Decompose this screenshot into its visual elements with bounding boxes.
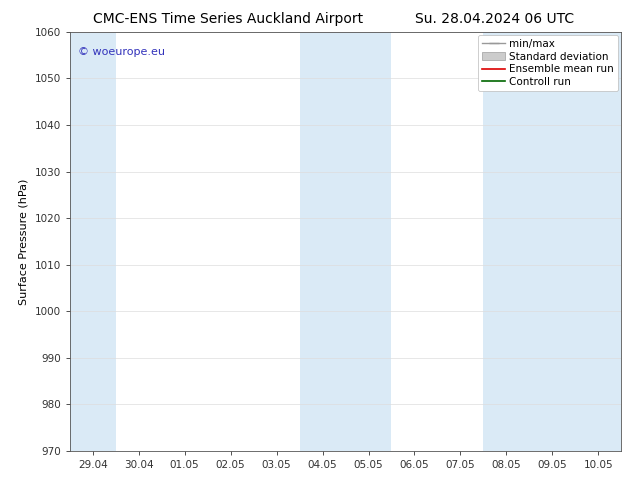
Bar [70,32,115,451]
Y-axis label: Surface Pressure (hPa): Surface Pressure (hPa) [19,178,29,304]
Bar [346,32,391,451]
Text: © woeurope.eu: © woeurope.eu [78,47,165,56]
Bar [529,32,621,451]
Text: CMC-ENS Time Series Auckland Airport: CMC-ENS Time Series Auckland Airport [93,12,363,26]
Bar [299,32,346,451]
Legend: min/max, Standard deviation, Ensemble mean run, Controll run: min/max, Standard deviation, Ensemble me… [478,35,618,91]
Text: Su. 28.04.2024 06 UTC: Su. 28.04.2024 06 UTC [415,12,574,26]
Bar [483,32,529,451]
